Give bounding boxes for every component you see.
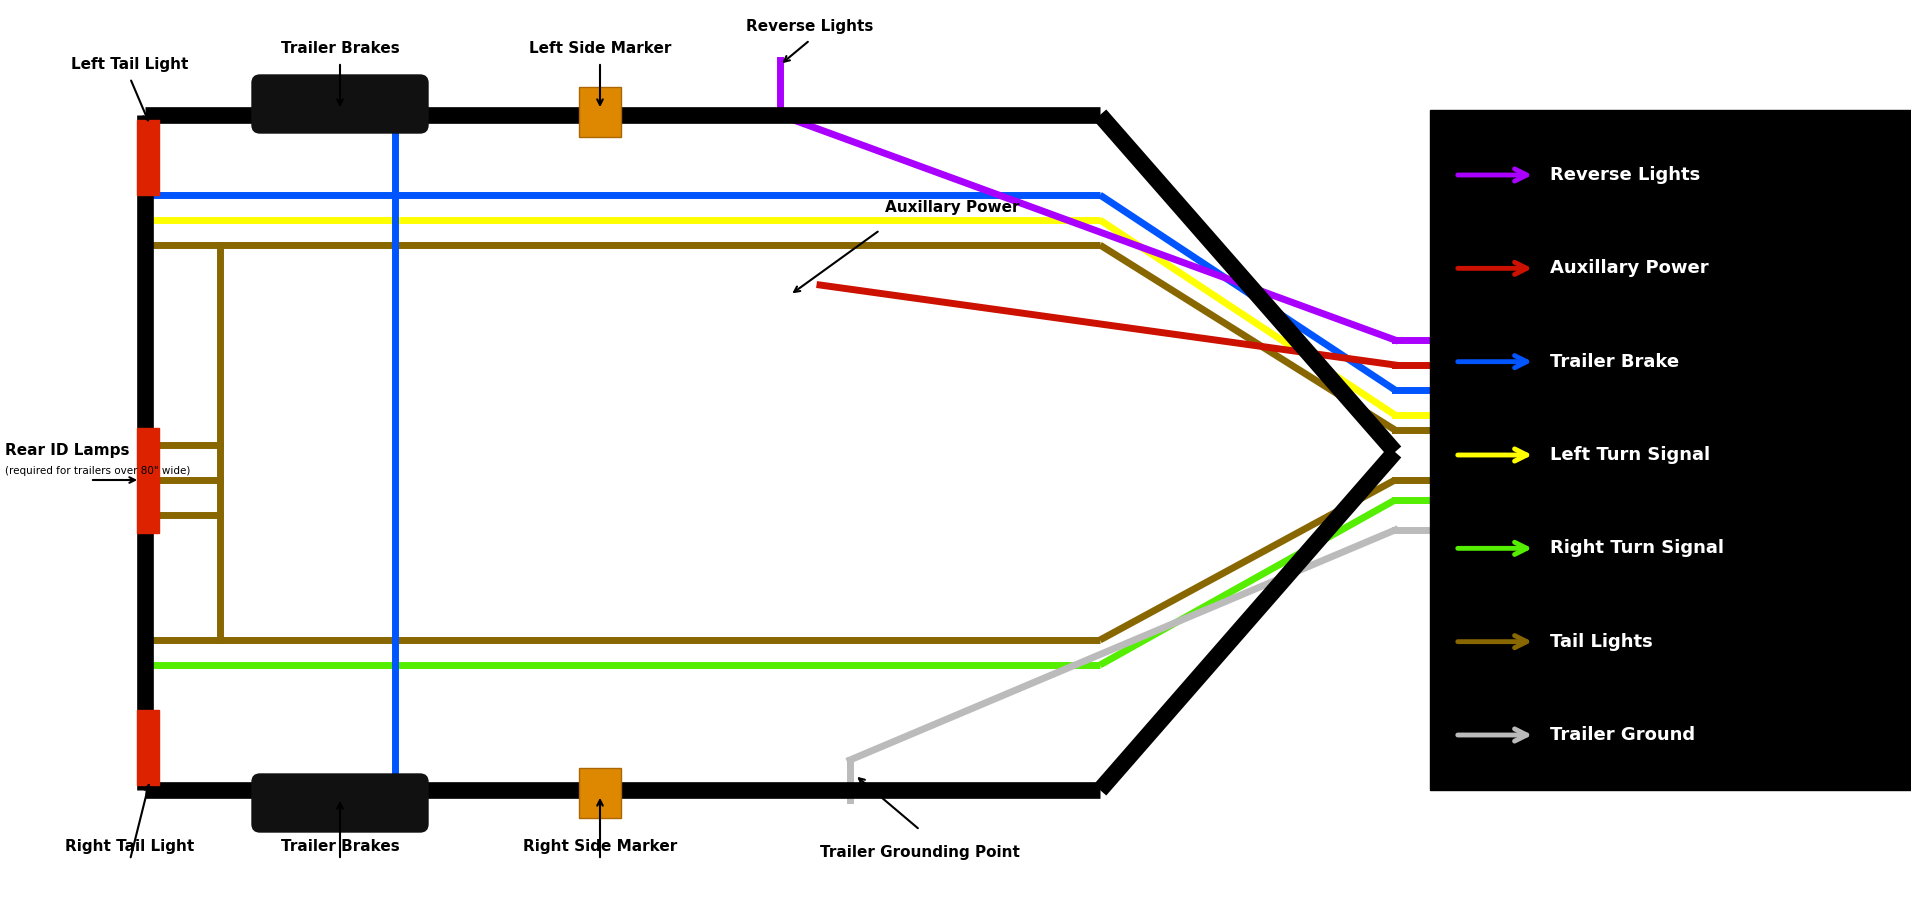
- Text: Tail Lights: Tail Lights: [1550, 633, 1653, 651]
- FancyBboxPatch shape: [138, 463, 159, 498]
- Text: Left Tail Light: Left Tail Light: [71, 57, 189, 72]
- Text: Right Tail Light: Right Tail Light: [65, 839, 195, 854]
- Text: Trailer Brake: Trailer Brake: [1550, 353, 1680, 371]
- Text: Reverse Lights: Reverse Lights: [747, 19, 873, 34]
- FancyBboxPatch shape: [1429, 110, 1911, 790]
- Text: Trailer Ground: Trailer Ground: [1550, 726, 1695, 744]
- FancyBboxPatch shape: [138, 120, 159, 195]
- Text: Left Turn Signal: Left Turn Signal: [1550, 446, 1710, 464]
- Text: Right Side Marker: Right Side Marker: [524, 839, 676, 854]
- FancyBboxPatch shape: [579, 87, 621, 137]
- FancyBboxPatch shape: [579, 768, 621, 818]
- Text: Rear ID Lamps: Rear ID Lamps: [6, 443, 130, 458]
- Text: Trailer Brakes: Trailer Brakes: [281, 41, 399, 56]
- Text: Trailer Brakes: Trailer Brakes: [281, 839, 399, 854]
- FancyBboxPatch shape: [138, 498, 159, 533]
- FancyBboxPatch shape: [138, 428, 159, 463]
- Text: Left Side Marker: Left Side Marker: [529, 41, 671, 56]
- FancyBboxPatch shape: [252, 774, 428, 832]
- Text: Trailer Grounding Point: Trailer Grounding Point: [820, 845, 1020, 860]
- Text: (required for trailers over 80" wide): (required for trailers over 80" wide): [6, 466, 191, 476]
- FancyBboxPatch shape: [252, 75, 428, 133]
- Text: Auxillary Power: Auxillary Power: [885, 200, 1019, 215]
- Text: Reverse Lights: Reverse Lights: [1550, 166, 1701, 184]
- Text: Auxillary Power: Auxillary Power: [1550, 259, 1708, 277]
- FancyBboxPatch shape: [138, 710, 159, 785]
- Text: Right Turn Signal: Right Turn Signal: [1550, 539, 1724, 557]
